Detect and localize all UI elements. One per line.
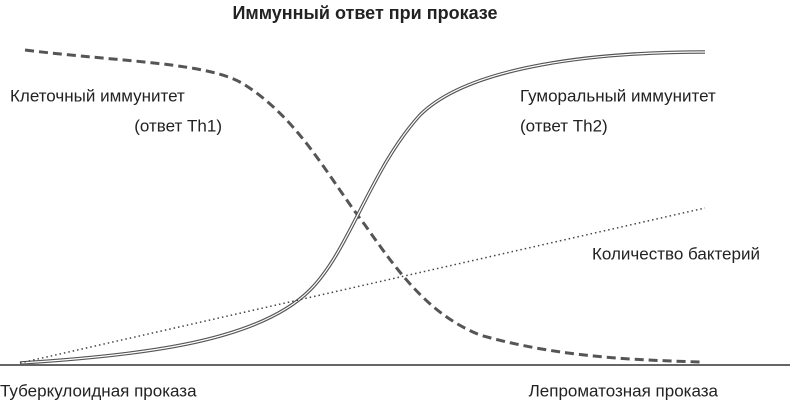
bacteria-label: Количество бактерий [592, 244, 760, 263]
humoral-label: Гуморальный иммунитет [520, 86, 716, 105]
axis-left-label: Туберкулоидная проказа [0, 381, 197, 400]
title: Иммунный ответ при проказе [232, 3, 497, 23]
cellular-label: Клеточный иммунитет [10, 86, 185, 105]
humoral-curve-inner [19, 51, 706, 364]
bacteria-line [19, 207, 706, 364]
axis-right-label: Лепроматозная проказа [529, 381, 719, 400]
humoral-sublabel: (ответ Th2) [520, 116, 608, 135]
cellular-sublabel: (ответ Th1) [134, 116, 222, 135]
cellular-curve [24, 48, 701, 364]
